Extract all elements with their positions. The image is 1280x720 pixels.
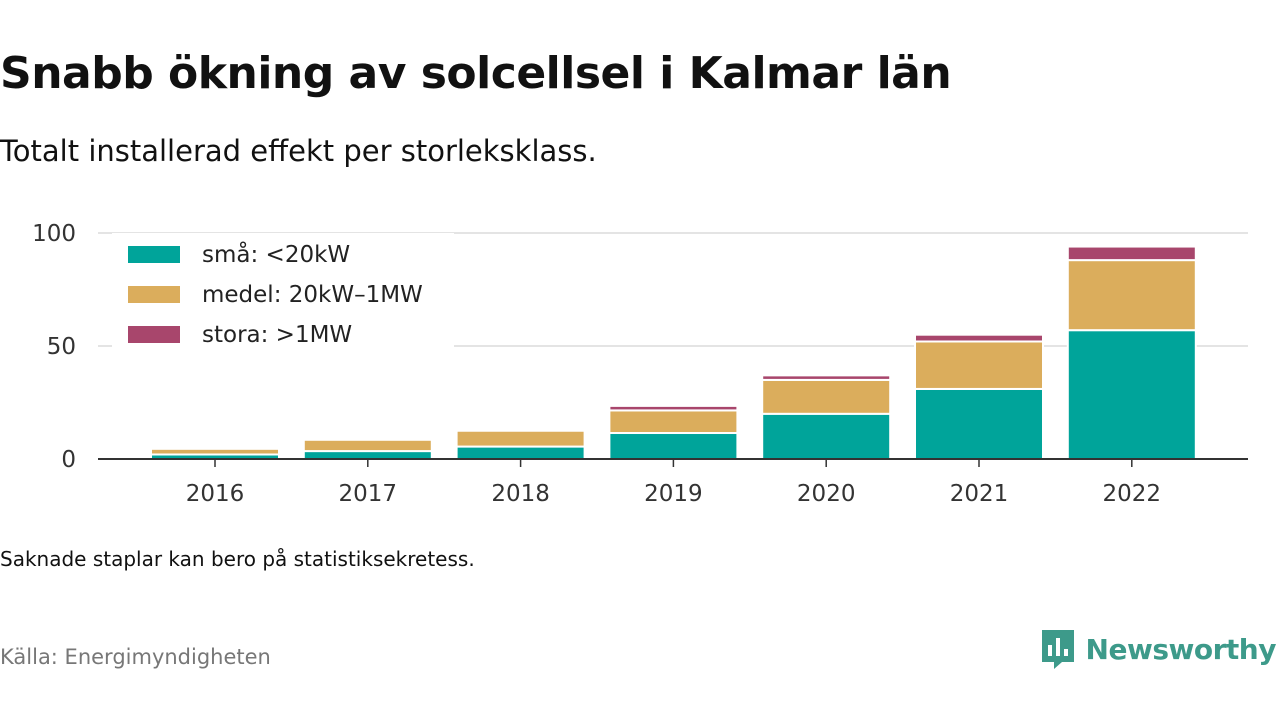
bar-segment (761, 378, 892, 415)
legend-label: små: <20kW (202, 240, 350, 268)
bar-segment (914, 340, 1044, 390)
bars (150, 245, 1197, 461)
legend-swatch (128, 286, 180, 303)
legend-swatch (128, 326, 180, 343)
bar-segment (914, 387, 1044, 460)
footnote: Saknade staplar kan bero på statistiksek… (0, 547, 475, 571)
chart-title: Snabb ökning av solcellsel i Kalmar län (0, 48, 952, 99)
y-tick-label: 50 (47, 334, 76, 360)
y-tick-label: 100 (32, 221, 76, 247)
x-tick-label: 2017 (339, 481, 398, 507)
bar-segment (455, 429, 586, 448)
bar-segment (1066, 329, 1197, 461)
y-tick-label: 0 (61, 447, 76, 473)
chart-subtitle: Totalt installerad effekt per storlekskl… (0, 134, 597, 168)
legend: små: <20kW medel: 20kW–1MW stora: >1MW (112, 233, 454, 351)
newsworthy-logo[interactable]: Newsworthy (1040, 628, 1277, 670)
bar-segment (455, 445, 586, 461)
legend-label: stora: >1MW (202, 322, 352, 348)
bar-segment (608, 432, 739, 460)
x-tick-label: 2016 (186, 481, 245, 507)
x-tick-label: 2019 (644, 481, 703, 507)
bar-segment (1066, 259, 1197, 332)
bar-segment (608, 404, 739, 412)
newsworthy-logo-icon (1041, 630, 1074, 669)
bar-segment (150, 447, 280, 456)
bar-segment (761, 412, 892, 461)
axes: 0 50 100 2016 2017 2018 2019 2020 2021 2022 (32, 221, 1248, 507)
x-tick-label: 2020 (797, 481, 856, 507)
brand-name: Newsworthy (1085, 632, 1277, 666)
legend-swatch (128, 246, 180, 263)
x-tick-label: 2018 (491, 481, 550, 507)
legend-label: medel: 20kW–1MW (202, 282, 423, 308)
source-credit: Källa: Energimyndigheten (0, 645, 271, 669)
bar-segment (761, 374, 892, 381)
bar-segment (608, 409, 739, 435)
bar-segment (302, 438, 433, 453)
stacked-bar-chart: 0 50 100 2016 2017 2018 2019 2020 2021 2022 små: … (32, 221, 1248, 507)
x-tick-label: 2022 (1103, 481, 1162, 507)
x-tick-label: 2021 (950, 481, 1009, 507)
bar-segment (302, 450, 433, 460)
bar-segment (1066, 245, 1197, 262)
bar-segment (914, 333, 1044, 343)
